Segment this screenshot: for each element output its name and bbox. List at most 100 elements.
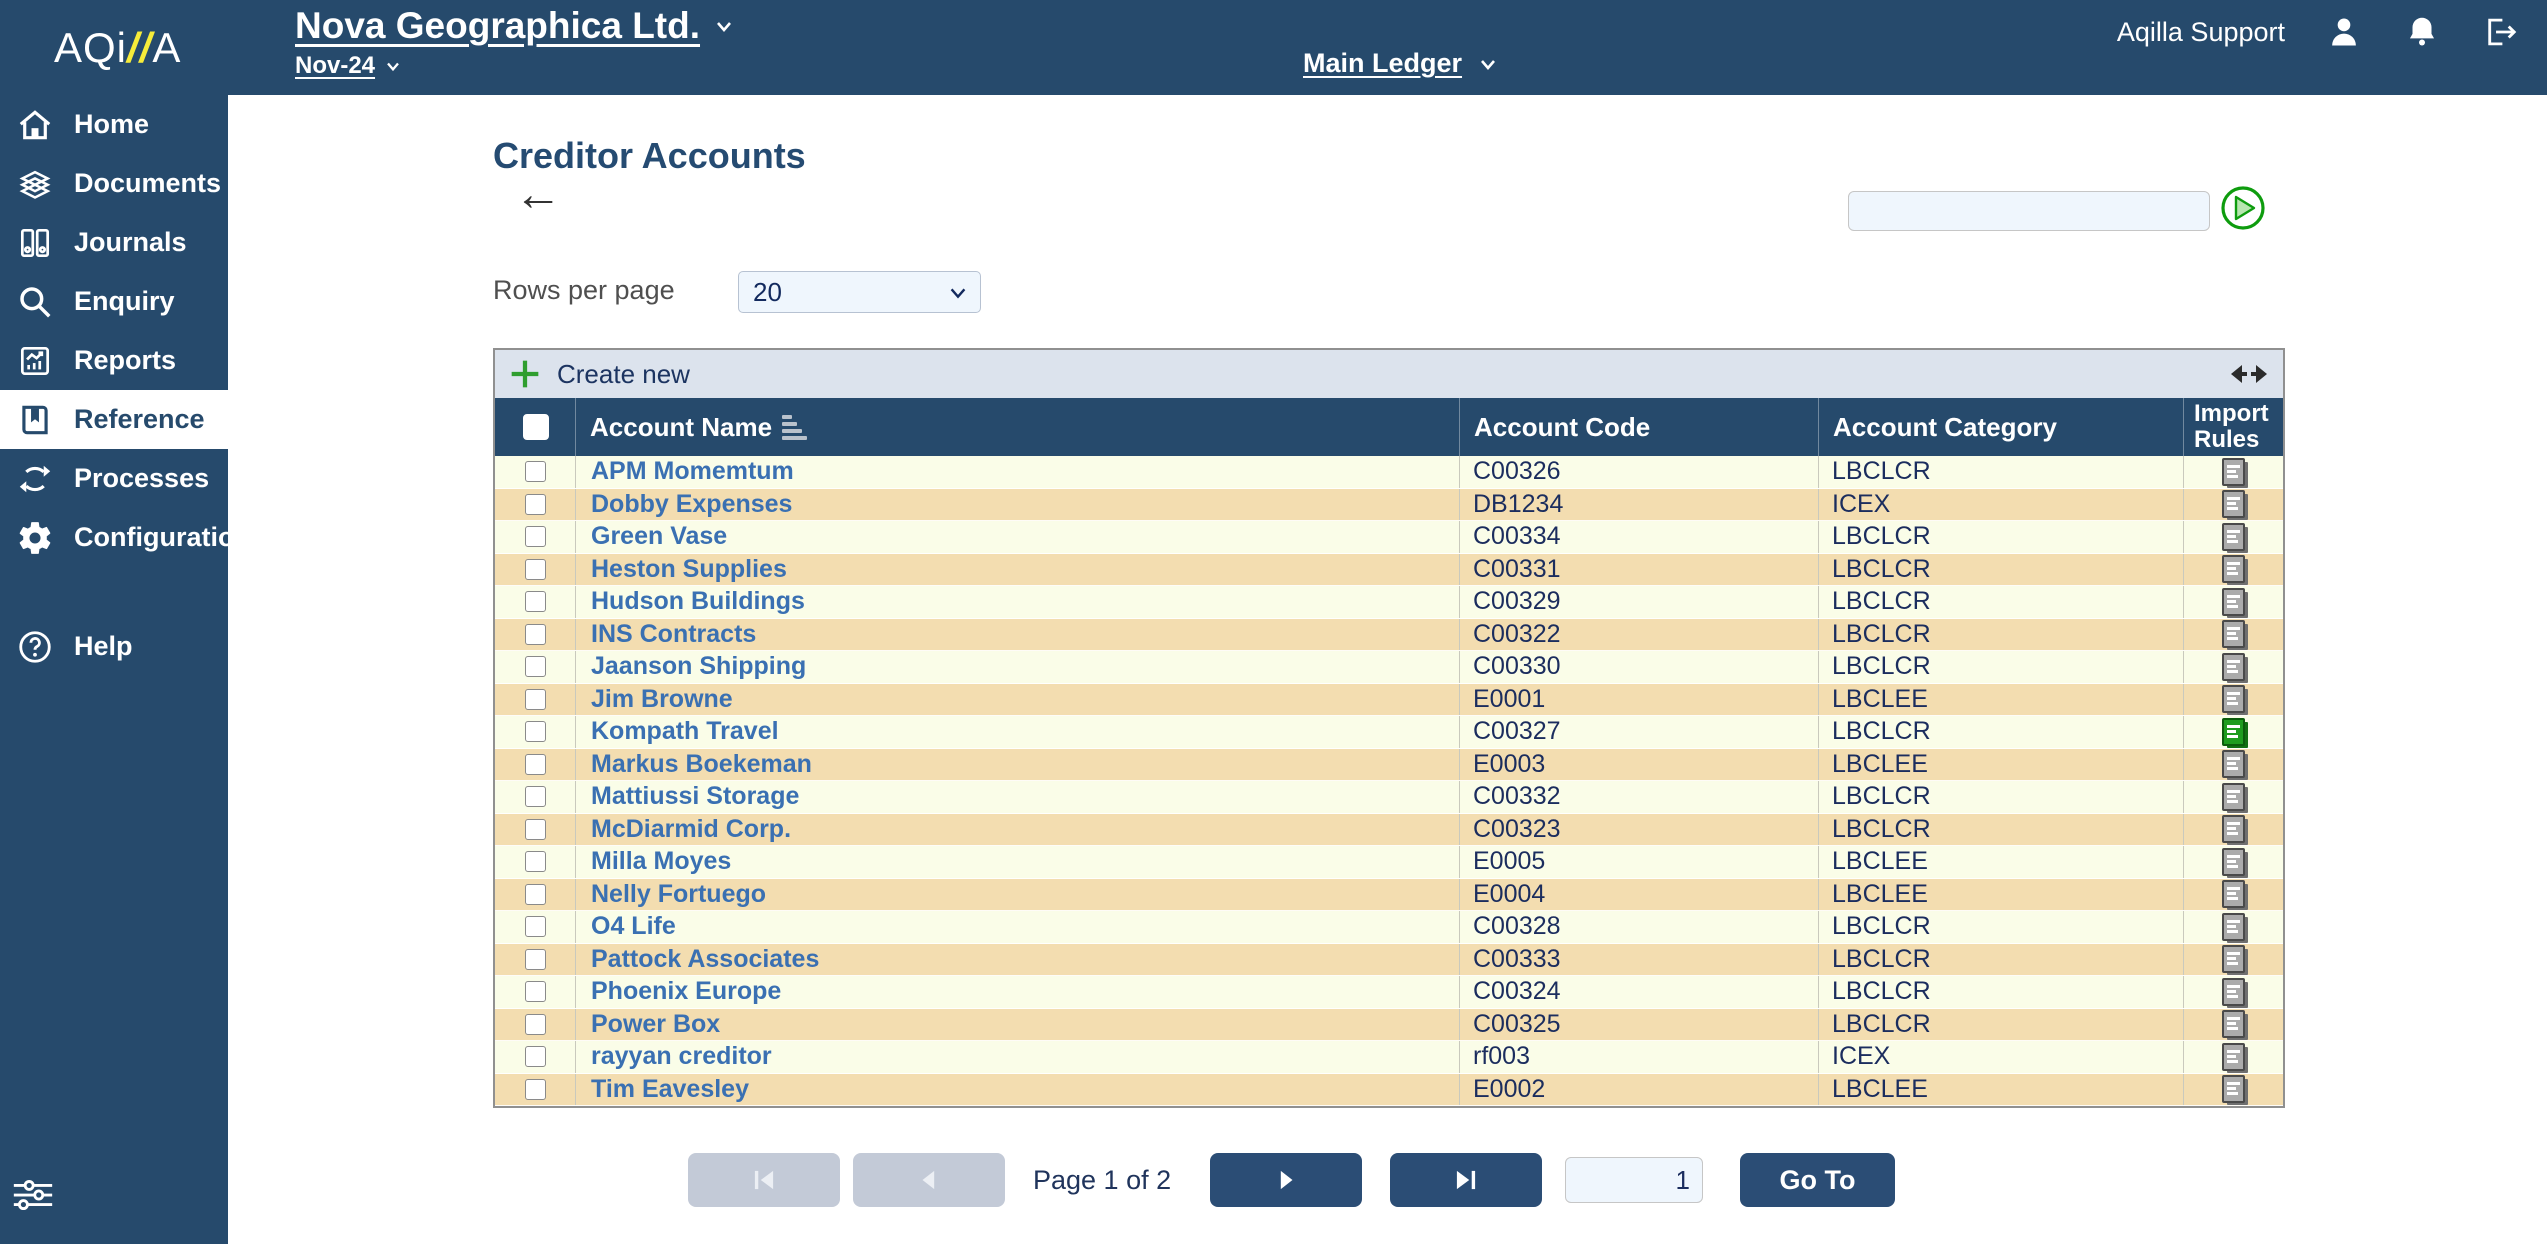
user-icon[interactable] <box>2325 13 2363 51</box>
column-header-account-category[interactable]: Account Category <box>1819 398 2184 456</box>
account-name-link[interactable]: Nelly Fortuego <box>591 879 767 908</box>
account-category-cell: LBCLCR <box>1819 586 2184 618</box>
account-name-link[interactable]: Green Vase <box>591 522 728 551</box>
row-checkbox[interactable] <box>525 591 546 613</box>
import-rules-icon[interactable] <box>2222 815 2245 844</box>
ledger-selector[interactable]: Main Ledger <box>1303 48 1500 79</box>
import-rules-icon[interactable] <box>2222 457 2245 486</box>
row-checkbox[interactable] <box>525 851 546 873</box>
row-checkbox[interactable] <box>525 721 546 743</box>
account-name-link[interactable]: APM Momemtum <box>591 457 794 486</box>
row-checkbox[interactable] <box>525 1013 546 1035</box>
plus-icon[interactable] <box>509 358 541 390</box>
row-checkbox[interactable] <box>525 461 546 483</box>
row-checkbox[interactable] <box>525 493 546 515</box>
import-rules-icon[interactable] <box>2222 1075 2245 1104</box>
sliders-icon[interactable] <box>10 1172 56 1218</box>
first-page-button[interactable] <box>688 1153 840 1207</box>
account-name-link[interactable]: O4 Life <box>591 912 676 941</box>
account-name-link[interactable]: rayyan creditor <box>591 1042 772 1071</box>
resize-columns-icon[interactable] <box>2231 360 2267 388</box>
import-rules-icon[interactable] <box>2222 945 2245 974</box>
sort-icon[interactable] <box>782 414 808 440</box>
row-checkbox[interactable] <box>525 883 546 905</box>
import-rules-icon[interactable] <box>2222 977 2245 1006</box>
row-checkbox[interactable] <box>525 656 546 678</box>
page-number-input[interactable] <box>1565 1157 1703 1203</box>
company-selector[interactable]: Nova Geographica Ltd. <box>295 5 736 47</box>
search-go-button[interactable] <box>2220 185 2266 231</box>
import-rules-icon[interactable] <box>2222 1010 2245 1039</box>
row-checkbox[interactable] <box>525 786 546 808</box>
account-name-link[interactable]: Hudson Buildings <box>591 587 805 616</box>
search-input[interactable] <box>1848 191 2210 231</box>
column-header-account-code[interactable]: Account Code <box>1460 398 1819 456</box>
import-rules-icon[interactable] <box>2222 717 2245 746</box>
last-page-button[interactable] <box>1390 1153 1542 1207</box>
create-new-button[interactable]: Create new <box>557 358 690 389</box>
sidebar-item-journals[interactable]: Journals <box>0 213 228 272</box>
account-name-link[interactable]: McDiarmid Corp. <box>591 814 792 843</box>
sidebar-item-processes[interactable]: Processes <box>0 449 228 508</box>
logout-icon[interactable] <box>2481 13 2519 51</box>
import-rules-icon[interactable] <box>2222 912 2245 941</box>
row-checkbox[interactable] <box>525 948 546 970</box>
account-name-link[interactable]: Milla Moyes <box>591 847 732 876</box>
row-checkbox[interactable] <box>525 558 546 580</box>
bell-icon[interactable] <box>2403 13 2441 51</box>
account-name-link[interactable]: Jaanson Shipping <box>591 652 807 681</box>
row-checkbox[interactable] <box>525 818 546 840</box>
row-checkbox[interactable] <box>525 916 546 938</box>
sidebar-item-label: Configuration <box>74 522 251 552</box>
goto-page-button[interactable]: Go To <box>1740 1153 1895 1207</box>
account-name-link[interactable]: Tim Eavesley <box>591 1074 749 1103</box>
row-checkbox[interactable] <box>525 623 546 645</box>
sidebar-item-configuration[interactable]: Configuration <box>0 508 251 567</box>
select-all-checkbox[interactable] <box>522 414 549 440</box>
import-rules-icon[interactable] <box>2222 685 2245 714</box>
back-arrow-button[interactable]: ← <box>514 168 562 221</box>
sidebar-item-documents[interactable]: Documents <box>0 154 228 213</box>
account-name-link[interactable]: Dobby Expenses <box>591 489 793 518</box>
import-rules-icon[interactable] <box>2222 587 2245 616</box>
import-rules-icon[interactable] <box>2222 652 2245 681</box>
row-checkbox[interactable] <box>525 526 546 548</box>
sidebar-item-reference[interactable]: Reference <box>0 390 228 449</box>
import-rules-icon[interactable] <box>2222 555 2245 584</box>
column-header-import-rules[interactable]: Import Rules <box>2194 399 2269 453</box>
account-name-link[interactable]: Pattock Associates <box>591 944 820 973</box>
rows-per-page-select[interactable]: 20 <box>738 271 981 313</box>
sidebar-item-enquiry[interactable]: Enquiry <box>0 272 228 331</box>
import-rules-icon[interactable] <box>2222 750 2245 779</box>
period-selector[interactable]: Nov-24 <box>295 52 403 80</box>
account-name-link[interactable]: INS Contracts <box>591 619 757 648</box>
account-name-link[interactable]: Power Box <box>591 1009 721 1038</box>
sidebar-item-reports[interactable]: Reports <box>0 331 228 390</box>
next-page-button[interactable] <box>1210 1153 1362 1207</box>
account-name-link[interactable]: Kompath Travel <box>591 717 779 746</box>
account-category-cell: LBCLCR <box>1819 456 2184 488</box>
account-name-link[interactable]: Mattiussi Storage <box>591 782 800 811</box>
account-name-link[interactable]: Phoenix Europe <box>591 977 782 1006</box>
import-rules-icon[interactable] <box>2222 880 2245 909</box>
import-rules-icon[interactable] <box>2222 490 2245 519</box>
account-name-link[interactable]: Heston Supplies <box>591 554 787 583</box>
import-rules-icon[interactable] <box>2222 782 2245 811</box>
row-checkbox[interactable] <box>525 753 546 775</box>
column-header-account-name[interactable]: Account Name <box>576 398 1460 456</box>
sidebar-item-home[interactable]: Home <box>0 95 228 154</box>
previous-page-button[interactable] <box>853 1153 1005 1207</box>
row-checkbox[interactable] <box>525 688 546 710</box>
import-rules-icon[interactable] <box>2222 847 2245 876</box>
sidebar-item-help[interactable]: Help <box>0 617 228 676</box>
account-name-link[interactable]: Jim Browne <box>591 684 733 713</box>
row-checkbox[interactable] <box>525 981 546 1003</box>
import-rules-icon[interactable] <box>2222 522 2245 551</box>
row-checkbox[interactable] <box>525 1078 546 1100</box>
account-code-cell: E0001 <box>1460 683 1819 715</box>
reports-icon <box>16 342 54 380</box>
row-checkbox[interactable] <box>525 1046 546 1068</box>
import-rules-icon[interactable] <box>2222 620 2245 649</box>
import-rules-icon[interactable] <box>2222 1042 2245 1071</box>
account-name-link[interactable]: Markus Boekeman <box>591 749 812 778</box>
